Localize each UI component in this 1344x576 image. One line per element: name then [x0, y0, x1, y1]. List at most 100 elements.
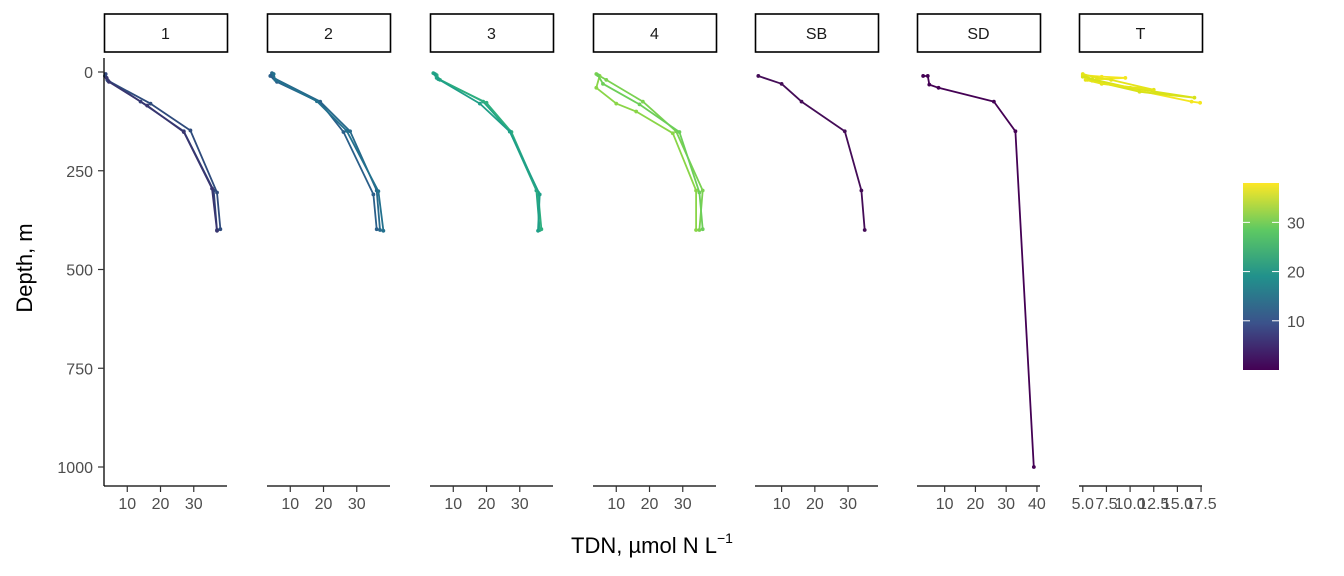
data-point	[536, 228, 540, 233]
data-point	[537, 192, 542, 197]
data-point	[145, 103, 150, 108]
data-point	[341, 130, 346, 134]
x-tick-label: 15.0	[1162, 496, 1193, 513]
data-point	[1095, 76, 1099, 80]
x-tick-label: 30	[997, 496, 1015, 513]
series-line	[435, 74, 543, 230]
data-point	[677, 130, 682, 134]
data-point	[1109, 78, 1114, 82]
series-line	[104, 75, 222, 230]
series-line	[434, 73, 541, 231]
data-point	[614, 101, 619, 106]
colorbar-legend: 10 20 30	[1243, 183, 1305, 370]
facet-strip-label: SB	[806, 26, 827, 43]
y-tick-label: 500	[66, 263, 93, 280]
data-point	[921, 74, 926, 78]
data-point	[700, 188, 705, 193]
facet-strip-label: T	[1136, 26, 1146, 43]
data-point	[215, 190, 219, 195]
data-point	[697, 228, 702, 232]
data-point	[1189, 99, 1194, 104]
facet-panel: 2 10 20 30	[266, 13, 392, 513]
data-point	[348, 129, 353, 134]
data-point	[210, 186, 214, 191]
data-point	[604, 78, 609, 82]
series-line	[923, 75, 1035, 468]
data-point	[640, 99, 645, 104]
data-point	[1031, 465, 1036, 469]
data-point	[842, 129, 847, 134]
colorbar-tick-label: 10	[1287, 314, 1305, 331]
x-tick-label: 12.5	[1138, 496, 1169, 513]
data-point	[936, 85, 941, 90]
data-point	[507, 129, 512, 134]
x-axis-title-main: TDN, µmol N L	[571, 533, 717, 558]
x-tick-label: 10.0	[1115, 496, 1146, 513]
x-tick-label: 10	[607, 496, 625, 513]
data-point	[925, 74, 930, 78]
data-point	[181, 130, 186, 134]
facet-strip	[429, 13, 555, 53]
x-tick-label: 17.5	[1185, 496, 1216, 513]
data-point	[539, 227, 544, 232]
data-point	[927, 82, 932, 87]
x-tick-label: 20	[806, 496, 824, 513]
series-line	[595, 75, 697, 230]
data-point	[697, 190, 702, 195]
x-tick-label: 40	[1028, 496, 1046, 513]
facet-strip-label: 2	[324, 26, 333, 43]
facet-panel: SB 10 20 30	[754, 13, 880, 513]
data-point	[1080, 72, 1085, 76]
data-point	[700, 227, 705, 232]
series-line	[272, 73, 385, 231]
data-point	[188, 128, 193, 133]
data-point	[862, 228, 867, 232]
series-line	[595, 73, 704, 231]
series-line	[1082, 73, 1155, 91]
data-point	[1151, 87, 1156, 92]
data-point	[779, 81, 784, 86]
facet-strip	[266, 13, 392, 53]
data-point	[484, 100, 489, 105]
facet-panel: 3 10 20 30	[429, 13, 555, 513]
x-tick-label: 30	[511, 496, 529, 513]
data-point	[381, 228, 386, 233]
data-point	[799, 99, 804, 104]
data-point	[371, 192, 376, 197]
x-tick-label: 20	[641, 496, 659, 513]
data-point	[1013, 129, 1018, 134]
x-axis-title: TDN, µmol N L−1	[571, 530, 733, 558]
facet-panel: T 5.0 7.510.012.515.017.5	[1072, 13, 1217, 513]
data-point	[314, 99, 319, 104]
data-point	[378, 228, 382, 232]
data-point	[436, 77, 441, 82]
facet-strip-label: SD	[967, 26, 989, 43]
facet-panel: 1 10 20 30	[103, 13, 229, 513]
data-point	[1080, 74, 1085, 79]
data-point	[634, 109, 639, 114]
data-point	[104, 76, 109, 80]
y-axis: 0 250 500 750 1000	[57, 58, 105, 486]
facet-strip-label: 1	[161, 26, 170, 43]
x-tick-label: 10	[773, 496, 791, 513]
x-tick-label: 30	[348, 496, 366, 513]
data-point	[218, 227, 223, 232]
x-tick-label: 20	[967, 496, 985, 513]
x-tick-label: 10	[444, 496, 462, 513]
data-point	[637, 102, 642, 107]
colorbar-tick-label: 20	[1287, 265, 1305, 282]
data-point	[344, 128, 349, 133]
data-point	[596, 73, 600, 78]
data-point	[268, 74, 273, 78]
data-point	[1123, 76, 1128, 80]
facet-strip	[916, 13, 1042, 53]
series-line	[432, 72, 541, 231]
facet-strip	[592, 13, 718, 53]
y-tick-label: 0	[84, 65, 93, 82]
facet-strip-label: 4	[650, 26, 659, 43]
x-tick-label: 5.0	[1072, 496, 1094, 513]
data-point	[670, 131, 675, 136]
x-tick-label: 20	[152, 496, 170, 513]
data-point	[594, 85, 599, 90]
y-tick-label: 750	[66, 361, 93, 378]
